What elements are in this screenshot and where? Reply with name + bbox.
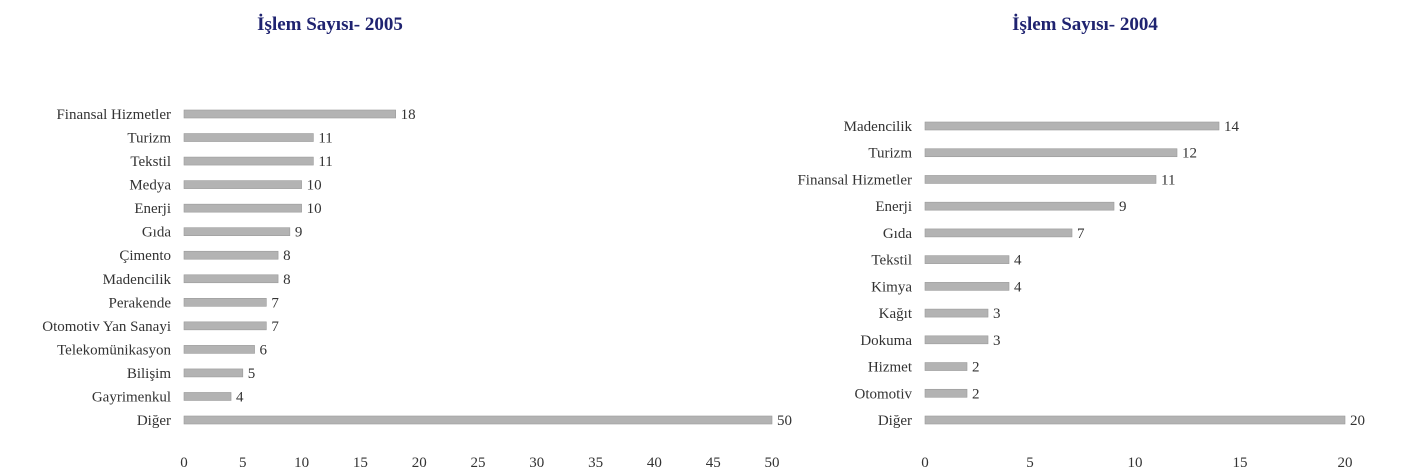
data-label-finansal-hizmetler-2004: 11 — [1161, 172, 1175, 188]
x-tick-30-2005: 30 — [529, 455, 544, 471]
bar-chart-2005: Finansal Hizmetler 18 Turizm 11 Tekstil 11 Med… — [42, 107, 792, 471]
category-label-enerji-2004: Enerji — [875, 199, 912, 215]
data-label-medya-2005: 10 — [307, 178, 322, 194]
bar-bilisim-2005 — [183, 368, 244, 378]
category-label-otomotiv-yan-sanayi-2005: Otomotiv Yan Sanayi — [42, 319, 171, 335]
data-label-finansal-hizmetler-2005: 18 — [401, 107, 416, 123]
category-label-dokuma-2004: Dokuma — [860, 333, 912, 349]
bar-telekomunikasyon-2005 — [183, 345, 255, 354]
category-label-turizm-2004: Turizm — [868, 146, 912, 162]
bar-kimya-2004 — [924, 282, 1010, 291]
x-tick-0-2005: 0 — [180, 455, 188, 471]
category-label-otomotiv-2004: Otomotiv — [854, 386, 912, 402]
bar-enerji-2004 — [924, 201, 1115, 211]
bar-medya-2005 — [183, 180, 302, 189]
bar-finansal-hizmetler-2004 — [924, 175, 1157, 184]
bar-otomotiv-2004 — [924, 388, 968, 398]
bar-turizm-2005 — [183, 133, 314, 142]
category-label-madencilik-2005: Madencilik — [103, 272, 172, 288]
data-label-gida-2004: 7 — [1077, 226, 1085, 242]
data-label-diger-2004: 20 — [1350, 413, 1365, 429]
category-label-medya-2005: Medya — [129, 178, 171, 194]
x-tick-5-2005: 5 — [239, 455, 247, 471]
bar-otomotiv-yan-sanayi-2005 — [183, 321, 267, 331]
bar-gayrimenkul-2005 — [183, 392, 232, 401]
x-tick-25-2005: 25 — [471, 455, 486, 471]
data-label-gida-2005: 9 — [295, 225, 303, 241]
data-label-kagit-2004: 3 — [993, 306, 1001, 322]
data-label-enerji-2005: 10 — [307, 201, 322, 217]
category-label-gida-2004: Gıda — [883, 226, 913, 242]
bar-tekstil-2004 — [924, 255, 1010, 264]
category-label-bilisim-2005: Bilişim — [127, 366, 172, 382]
category-label-gayrimenkul-2005: Gayrimenkul — [92, 389, 171, 405]
data-label-otomotiv-yan-sanayi-2005: 7 — [271, 319, 279, 335]
category-label-cimento-2005: Çimento — [119, 248, 171, 264]
data-label-kimya-2004: 4 — [1014, 279, 1022, 295]
category-label-perakende-2005: Perakende — [109, 295, 172, 311]
bar-kagit-2004 — [924, 308, 989, 318]
category-label-diger-2004: Diğer — [878, 413, 912, 429]
bar-enerji-2005 — [183, 203, 302, 213]
category-label-finansal-hizmetler-2004: Finansal Hizmetler — [797, 172, 912, 188]
data-label-madencilik-2004: 14 — [1224, 119, 1240, 135]
category-label-tekstil-2005: Tekstil — [130, 154, 171, 170]
bar-hizmet-2004 — [924, 362, 968, 371]
bar-cimento-2005 — [183, 250, 279, 260]
x-tick-10-2004: 10 — [1128, 455, 1143, 471]
bar-dokuma-2004 — [924, 335, 989, 345]
bar-gida-2005 — [183, 227, 291, 236]
bar-diger-2005 — [183, 415, 773, 425]
x-tick-15-2004: 15 — [1233, 455, 1248, 471]
x-tick-5-2004: 5 — [1026, 455, 1034, 471]
data-label-tekstil-2005: 11 — [318, 154, 332, 170]
category-label-kimya-2004: Kimya — [871, 279, 912, 295]
bar-madencilik-2004 — [924, 121, 1220, 131]
category-label-turizm-2005: Turizm — [127, 131, 171, 147]
bar-tekstil-2005 — [183, 156, 314, 166]
data-label-diger-2005: 50 — [777, 413, 792, 429]
category-label-kagit-2004: Kağıt — [879, 306, 913, 322]
x-tick-15-2005: 15 — [353, 455, 368, 471]
bar-diger-2004 — [924, 415, 1346, 425]
category-label-gida-2005: Gıda — [142, 225, 172, 241]
x-tick-20-2004: 20 — [1338, 455, 1353, 471]
x-tick-10-2005: 10 — [294, 455, 309, 471]
data-label-otomotiv-2004: 2 — [972, 386, 980, 402]
x-tick-45-2005: 45 — [706, 455, 721, 471]
data-label-dokuma-2004: 3 — [993, 333, 1001, 349]
category-label-tekstil-2004: Tekstil — [871, 253, 912, 269]
category-label-madencilik-2004: Madencilik — [844, 119, 913, 135]
bar-madencilik-2005 — [183, 274, 279, 284]
bar-chart-2004: Madencilik 14 Turizm 12 Finansal Hizmetler 11… — [797, 119, 1365, 471]
x-tick-0-2004: 0 — [921, 455, 929, 471]
category-label-diger-2005: Diğer — [137, 413, 171, 429]
data-label-cimento-2005: 8 — [283, 248, 291, 264]
bar-turizm-2004 — [924, 148, 1178, 158]
x-tick-50-2005: 50 — [765, 455, 780, 471]
chart-title-2004: İşlem Sayısı- 2004 — [1012, 14, 1158, 35]
data-label-enerji-2004: 9 — [1119, 199, 1127, 215]
data-label-turizm-2005: 11 — [318, 131, 332, 147]
chart-title-2005: İşlem Sayısı- 2005 — [257, 14, 403, 35]
bar-finansal-hizmetler-2005 — [183, 109, 396, 119]
data-label-madencilik-2005: 8 — [283, 272, 291, 288]
data-label-tekstil-2004: 4 — [1014, 253, 1022, 269]
x-tick-20-2005: 20 — [412, 455, 427, 471]
x-tick-35-2005: 35 — [588, 455, 603, 471]
data-label-hizmet-2004: 2 — [972, 360, 980, 376]
data-label-perakende-2005: 7 — [271, 295, 279, 311]
data-label-telekomunikasyon-2005: 6 — [260, 342, 268, 358]
category-label-finansal-hizmetler-2005: Finansal Hizmetler — [56, 107, 171, 123]
category-label-telekomunikasyon-2005: Telekomünikasyon — [57, 342, 171, 358]
data-label-gayrimenkul-2005: 4 — [236, 389, 244, 405]
x-tick-40-2005: 40 — [647, 455, 662, 471]
bar-gida-2004 — [924, 228, 1073, 238]
data-label-bilisim-2005: 5 — [248, 366, 256, 382]
category-label-enerji-2005: Enerji — [134, 201, 171, 217]
bar-perakende-2005 — [183, 298, 267, 307]
data-label-turizm-2004: 12 — [1182, 146, 1197, 162]
category-label-hizmet-2004: Hizmet — [868, 360, 913, 376]
